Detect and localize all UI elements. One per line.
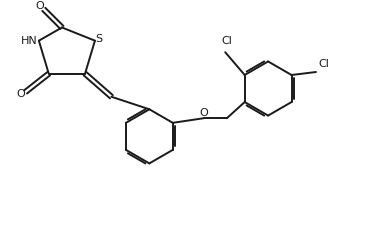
Text: Cl: Cl bbox=[222, 36, 232, 46]
Text: HN: HN bbox=[21, 36, 37, 46]
Text: S: S bbox=[96, 34, 103, 44]
Text: O: O bbox=[199, 108, 208, 118]
Text: O: O bbox=[35, 1, 44, 11]
Text: Cl: Cl bbox=[318, 59, 329, 69]
Text: O: O bbox=[16, 89, 25, 99]
